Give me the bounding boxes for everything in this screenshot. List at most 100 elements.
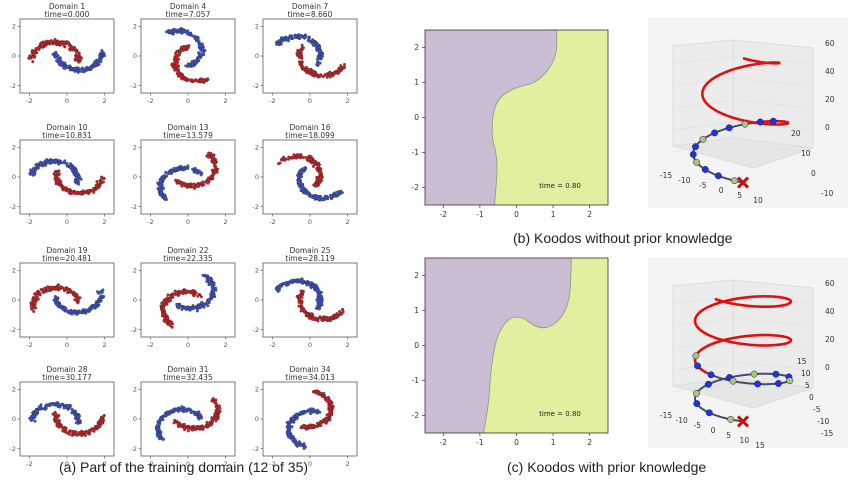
y-tick-label: -2 xyxy=(131,445,137,453)
scatter-point xyxy=(292,156,295,160)
subplot-frame xyxy=(140,139,236,215)
x-tick-label: 0 xyxy=(514,438,519,447)
scatter-point xyxy=(296,173,300,177)
y-tick-label: 0 xyxy=(414,341,419,350)
y-tick-label: 2 xyxy=(414,43,419,52)
x-tick-label: 0 xyxy=(186,218,190,226)
y-tick-label: 2 xyxy=(133,144,137,152)
scatter-point xyxy=(335,194,339,197)
y-tick-label: -10 xyxy=(817,417,829,426)
scatter-point xyxy=(55,403,59,407)
scatter-point xyxy=(306,67,310,71)
scatter-point xyxy=(289,36,293,40)
scatter-point xyxy=(188,183,191,187)
scatter-point xyxy=(168,410,172,413)
scatter-point xyxy=(192,424,196,428)
scatter-point xyxy=(294,33,298,37)
scatter-point xyxy=(76,177,80,181)
scatter-point xyxy=(316,305,320,309)
scatter-point xyxy=(160,307,164,311)
x-tick-label: -1 xyxy=(476,438,484,447)
scatter-point xyxy=(175,62,179,66)
scatter-point xyxy=(329,402,333,406)
y-tick-label: 10 xyxy=(801,369,811,378)
scatter-point xyxy=(55,59,59,63)
scatter-point xyxy=(160,417,164,421)
scatter-point xyxy=(343,63,346,66)
scatter-point xyxy=(195,309,199,313)
scatter-point xyxy=(197,292,201,296)
scatter-point xyxy=(313,42,317,46)
scatter-point xyxy=(172,61,176,65)
y-tick-label: 2 xyxy=(414,271,419,280)
scatter-point xyxy=(96,302,100,306)
trajectory-node xyxy=(705,409,713,417)
scatter-point xyxy=(298,62,302,66)
scatter-point xyxy=(186,426,190,430)
y-tick-label: 0 xyxy=(12,296,16,304)
scatter-point xyxy=(211,397,215,401)
x-tick-label: 2 xyxy=(346,341,350,349)
scatter-point xyxy=(297,182,301,186)
x-tick-label: -2 xyxy=(26,460,32,468)
scatter-point xyxy=(303,445,307,449)
scatter-point xyxy=(288,421,292,424)
boundary-plot-b: -2 -1 0 1 2 2 1 0 -1 -2 time = 0.80 xyxy=(412,29,609,219)
scatter-point xyxy=(164,196,168,200)
x-tick-label: -1 xyxy=(476,210,484,219)
subplot-title: Domain 4 xyxy=(170,2,206,11)
scatter-point xyxy=(330,413,334,417)
y-tick-label: 5 xyxy=(805,381,810,390)
scatter-point xyxy=(70,290,73,294)
scatter-point xyxy=(206,304,210,308)
scatter-point xyxy=(320,294,324,298)
scatter-point xyxy=(160,188,164,192)
scatter-point xyxy=(317,163,320,167)
scatter-point xyxy=(180,405,184,409)
scatter-point xyxy=(182,166,186,170)
x-tick-label: 2 xyxy=(224,97,228,105)
scatter-point xyxy=(196,58,200,62)
scatter-point xyxy=(51,160,55,164)
scatter-point xyxy=(175,30,179,34)
scatter-point xyxy=(58,61,62,65)
scatter-point xyxy=(33,172,37,176)
scatter-point xyxy=(176,70,180,74)
scatter-point xyxy=(206,177,210,181)
time-annotation: time = 0.80 xyxy=(539,410,581,418)
subplot-time: time=30.177 xyxy=(42,373,92,382)
scatter-point xyxy=(202,305,206,309)
scatter-point xyxy=(319,167,323,171)
scatter-point xyxy=(197,169,201,173)
scatter-point xyxy=(94,183,98,187)
scatter-point xyxy=(302,426,306,430)
scatter-point xyxy=(78,57,81,61)
scatter-point xyxy=(171,65,175,69)
scatter-point xyxy=(79,191,83,195)
scatter-point xyxy=(83,434,87,437)
scatter-point xyxy=(65,163,69,167)
y-tick-label: 0 xyxy=(133,296,137,304)
x-tick-label: 0 xyxy=(719,186,724,195)
scatter-point xyxy=(78,430,81,434)
y-tick-label: 0 xyxy=(255,173,259,181)
x-tick-label: 2 xyxy=(346,218,350,226)
scatter-point xyxy=(213,412,217,416)
scatter-point xyxy=(33,419,37,423)
scatter-point xyxy=(44,163,48,167)
scatter-point xyxy=(32,302,36,306)
scatter-point xyxy=(202,53,206,57)
scatter-point xyxy=(101,288,105,292)
trajectory-node xyxy=(711,129,719,137)
time-annotation: time = 0.80 xyxy=(539,182,581,190)
scatter-point xyxy=(185,45,189,49)
subplot-frame xyxy=(262,381,358,457)
y-tick-label: -2 xyxy=(10,445,16,453)
scatter-point xyxy=(194,185,198,189)
scatter-point xyxy=(60,425,64,429)
x-tick-label: -2 xyxy=(269,97,275,105)
scatter-point xyxy=(311,390,315,394)
scatter-point xyxy=(73,47,77,51)
x-tick-label: 0 xyxy=(65,97,69,105)
